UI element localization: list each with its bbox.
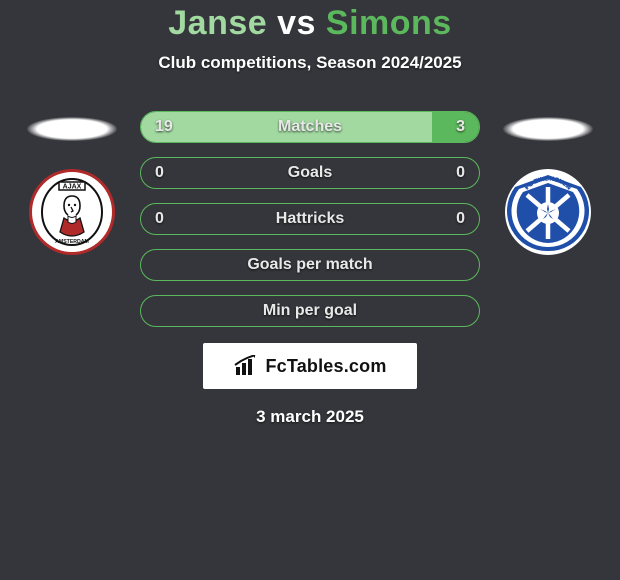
player2-avatar-placeholder (503, 117, 593, 141)
stat-left-value: 0 (155, 164, 164, 182)
eindhoven-crest-icon: FC EINDHOVEN FC EINDHOVEN (505, 169, 591, 255)
club-badge-right: FC EINDHOVEN FC EINDHOVEN (505, 169, 591, 255)
svg-text:AMSTERDAM: AMSTERDAM (55, 239, 89, 245)
stat-row-goals-per-match: Goals per match (140, 249, 480, 281)
left-column: AJAX AMSTERDAM (22, 111, 122, 255)
club-badge-left: AJAX AMSTERDAM (29, 169, 115, 255)
stat-left-value: 0 (155, 210, 164, 228)
footer: FcTables.com 3 march 2025 (0, 343, 620, 427)
svg-text:AJAX: AJAX (63, 184, 82, 191)
stat-right-value: 0 (456, 164, 465, 182)
stat-label: Goals per match (247, 256, 372, 274)
chart-icon (233, 355, 259, 377)
ajax-crest-icon: AJAX AMSTERDAM (36, 176, 108, 248)
right-column: FC EINDHOVEN FC EINDHOVEN (498, 111, 598, 255)
vs-text: vs (277, 4, 316, 42)
stat-label: Matches (278, 118, 342, 136)
stat-label: Hattricks (276, 210, 344, 228)
stat-row-matches: 19 Matches 3 (140, 111, 480, 143)
stats-column: 19 Matches 3 0 Goals 0 0 Hattricks 0 (140, 111, 480, 327)
player1-avatar-placeholder (27, 117, 117, 141)
stat-label: Goals (288, 164, 332, 182)
branding-text: FcTables.com (265, 356, 386, 377)
branding-box[interactable]: FcTables.com (203, 343, 417, 389)
player1-name: Janse (168, 4, 267, 42)
comparison-card: Janse vs Simons Club competitions, Seaso… (0, 0, 620, 427)
page-title: Janse vs Simons (0, 4, 620, 43)
stat-label: Min per goal (263, 302, 357, 320)
stat-row-min-per-goal: Min per goal (140, 295, 480, 327)
player2-name: Simons (326, 4, 452, 42)
subtitle: Club competitions, Season 2024/2025 (0, 53, 620, 73)
date-text: 3 march 2025 (0, 407, 620, 427)
stat-row-hattricks: 0 Hattricks 0 (140, 203, 480, 235)
stat-row-goals: 0 Goals 0 (140, 157, 480, 189)
stat-right-value: 3 (456, 118, 465, 136)
stat-left-value: 19 (155, 118, 173, 136)
content-row: AJAX AMSTERDAM 19 Matches 3 (0, 111, 620, 327)
stat-right-value: 0 (456, 210, 465, 228)
